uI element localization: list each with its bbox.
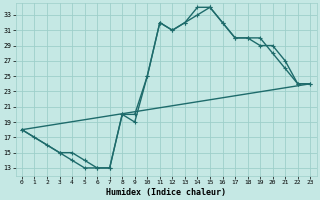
X-axis label: Humidex (Indice chaleur): Humidex (Indice chaleur) bbox=[106, 188, 226, 197]
